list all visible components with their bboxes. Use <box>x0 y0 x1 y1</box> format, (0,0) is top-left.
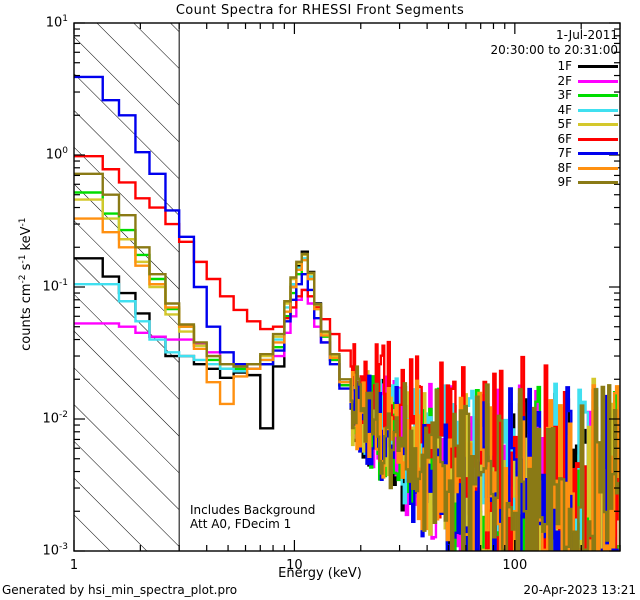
legend-swatch-9f <box>578 181 618 184</box>
legend-swatch-1f <box>578 65 618 68</box>
spectra-series-group <box>74 75 620 551</box>
legend-time-range: 20:30:00 to 20:31:00 <box>490 43 618 57</box>
legend-item-2f[interactable]: 2F <box>498 74 618 88</box>
footer-generator: Generated by hsi_min_spectra_plot.pro <box>2 583 238 597</box>
legend-item-5f[interactable]: 5F <box>498 117 618 131</box>
legend-item-1f[interactable]: 1F <box>498 59 618 73</box>
legend-label-9f: 9F <box>557 175 572 189</box>
legend-swatch-3f <box>578 94 618 97</box>
legend-item-9f[interactable]: 9F <box>498 175 618 189</box>
legend-label-7f: 7F <box>557 146 572 160</box>
y-tick-100: 100 <box>45 146 68 163</box>
x-tick-1: 1 <box>69 558 79 573</box>
page-title: Count Spectra for RHESSI Front Segments <box>175 3 465 18</box>
legend-swatch-6f <box>578 137 618 141</box>
legend-item-8f[interactable]: 8F <box>498 161 618 175</box>
annotation-includes-background: Includes Background <box>190 503 316 517</box>
legend-item-3f[interactable]: 3F <box>498 88 618 102</box>
legend-swatch-2f <box>578 79 618 83</box>
x-tick-10: 10 <box>286 558 303 573</box>
annotation-attenuator: Att A0, FDecim 1 <box>190 517 292 531</box>
legend-label-1f: 1F <box>557 59 572 73</box>
legend-swatch-5f <box>578 123 618 126</box>
legend-swatch-8f <box>578 166 618 170</box>
x-axis-label: Energy (keV) <box>278 566 362 581</box>
y-tick-10-1: 10-1 <box>42 278 68 295</box>
legend-label-2f: 2F <box>557 73 572 88</box>
y-tick-101: 101 <box>45 14 68 31</box>
legend-swatch-4f <box>578 108 618 112</box>
legend-label-4f: 4F <box>557 102 572 117</box>
legend-label-5f: 5F <box>557 117 572 131</box>
legend-label-6f: 6F <box>557 131 572 146</box>
legend-item-7f[interactable]: 7F <box>498 146 618 160</box>
series-9f <box>74 172 620 551</box>
legend-swatch-7f <box>578 152 618 155</box>
legend-item-4f[interactable]: 4F <box>498 103 618 117</box>
x-tick-100: 100 <box>502 558 528 573</box>
footer-timestamp: 20-Apr-2023 13:21 <box>523 583 636 597</box>
legend-item-6f[interactable]: 6F <box>498 132 618 146</box>
plot-axes <box>73 22 621 552</box>
legend-label-3f: 3F <box>557 88 572 102</box>
y-tick-10-2: 10-2 <box>42 410 68 427</box>
legend-label-8f: 8F <box>557 160 572 175</box>
y-tick-10-3: 10-3 <box>42 542 68 559</box>
legend-date: 1-Jul-2011 <box>556 28 618 42</box>
